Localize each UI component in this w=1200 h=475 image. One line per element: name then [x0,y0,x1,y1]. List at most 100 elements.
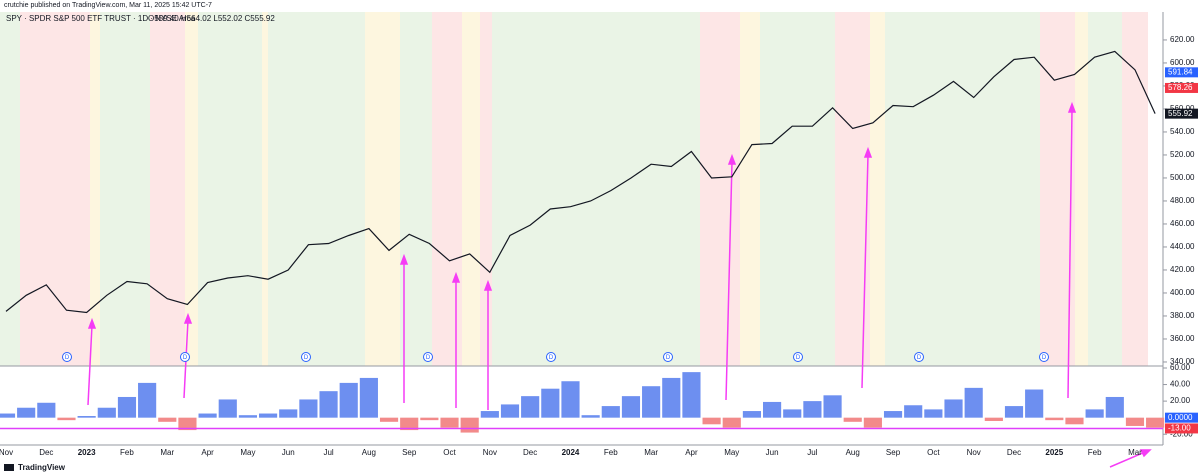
histogram-bar [904,405,923,418]
histogram-bar [319,391,338,418]
histogram-bar [944,399,963,418]
y-tick-label: 620.00 [1170,35,1195,44]
price-tag-label: 591.84 [1168,67,1193,76]
y-tick-label: 520.00 [1170,150,1195,159]
regime-band [835,12,870,366]
x-tick-label: 2023 [78,448,96,457]
regime-band [462,12,480,366]
x-tick-label: Mar [1128,448,1142,457]
dividend-label: D [304,355,309,361]
dividend-marker [793,352,803,362]
histogram-bar [621,396,641,418]
histogram-bar [984,417,1003,421]
histogram-bar [883,411,903,418]
regime-band [150,12,185,366]
histogram-bar [440,417,459,428]
tv-logo [4,464,14,471]
histogram-bar [117,396,137,418]
histogram-bar [1065,417,1084,425]
dividend-marker [180,352,190,362]
x-tick-label: Dec [523,448,537,457]
regime-band [492,12,700,366]
x-tick-label: Jun [766,448,779,457]
x-tick-label: Mar [644,448,658,457]
histogram-bar [1125,417,1145,426]
publisher: crutchie published on TradingView.com, M… [4,2,212,9]
x-tick-label: 2024 [562,448,580,457]
y-tick-label: 440.00 [1170,242,1195,251]
x-tick-label: Sep [402,448,417,457]
x-tick-label: May [240,448,255,457]
y-tick-label: 540.00 [1170,127,1195,136]
histogram-bar [238,415,257,418]
histogram-bar [1025,389,1044,418]
regime-band [740,12,760,366]
x-tick-label: Jun [282,448,295,457]
regime-band [1088,12,1122,366]
histogram-bar [198,413,217,418]
histogram-bar [400,417,419,431]
histogram-bar [158,417,177,422]
regime-band [90,12,100,366]
x-tick-label: Apr [685,448,698,457]
histogram-bar [420,417,439,421]
dividend-marker [914,352,924,362]
dividend-label: D [549,355,554,361]
histogram-bar [561,381,580,418]
price-tag-label: 578.26 [1168,83,1193,92]
histogram-bar [259,413,278,418]
symbol: SPY · SPDR S&P 500 ETF TRUST · 1D · NYSE… [6,14,196,23]
histogram-bar [218,399,237,418]
histogram-bar [601,406,620,418]
histogram-bar [1085,409,1104,418]
histogram-bar [763,401,782,418]
dividend-marker [546,352,556,362]
y-tick-label: 420.00 [1170,265,1195,274]
dividend-label: D [426,355,431,361]
y-tick-label: 340.00 [1170,357,1195,366]
zero-tag [1165,412,1198,423]
histogram-bar [642,386,661,418]
y-tick-label: 460.00 [1170,219,1195,228]
x-tick-label: Oct [443,448,456,457]
level-tag [1165,423,1198,434]
histogram-bar [17,407,36,418]
histogram-bar [279,409,298,418]
histogram-bar [783,409,802,418]
x-tick-label: Nov [0,448,13,457]
dividend-label: D [1042,355,1047,361]
x-tick-label: Apr [201,448,214,457]
regime-band [400,12,432,366]
histogram-bar [722,417,741,428]
dividend-marker [1039,352,1049,362]
histogram-bar [138,382,157,418]
histogram-bar [863,417,882,428]
regime-band [1075,12,1088,366]
histogram-bar [662,377,681,418]
x-tick-label: Sep [886,448,901,457]
histogram-bar [500,404,520,418]
y-tick-label: 40.00 [1170,380,1191,389]
histogram-bar [77,416,96,418]
x-tick-label: Feb [604,448,618,457]
histogram-bar [702,417,721,425]
x-tick-label: May [724,448,739,457]
histogram-bar [682,372,701,418]
y-tick-label: 60.00 [1170,363,1191,372]
regime-shading [0,12,1148,366]
y-tick-label: 380.00 [1170,311,1195,320]
x-tick-label: Nov [483,448,497,457]
regime-band [870,12,885,366]
histogram-bar [823,395,842,418]
regime-band [365,12,400,366]
price-line [5,50,1156,314]
histogram-bar [460,417,479,433]
dividend-label: D [917,355,922,361]
histogram-bar [1004,406,1024,418]
x-tick-label: Nov [967,448,981,457]
regime-band [268,12,365,366]
y-tick-label: 560.00 [1170,104,1195,113]
dividend-marker [423,352,433,362]
y-tick-label: -20.00 [1170,429,1193,438]
regime-band [1122,12,1148,366]
